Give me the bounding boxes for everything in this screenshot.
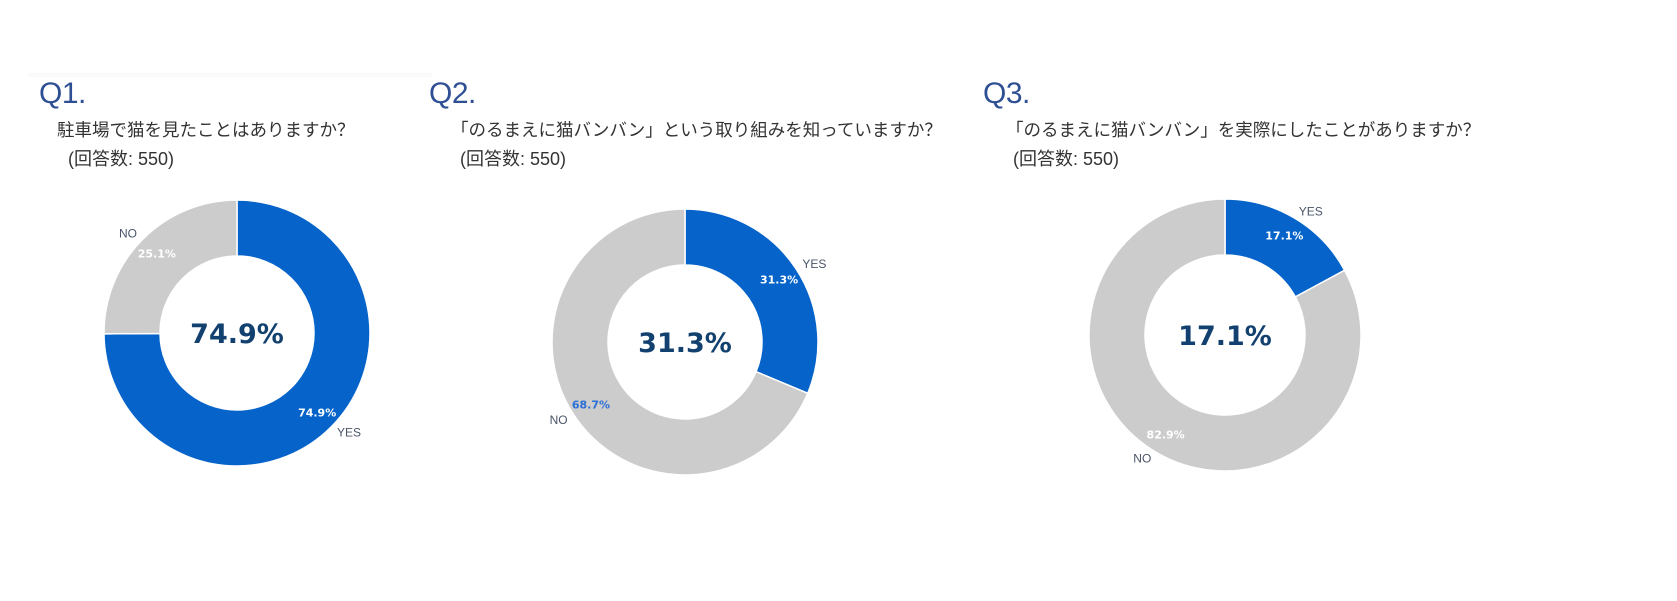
no-category-label: NO (119, 227, 137, 241)
question-text: 「のるまえに猫バンバン」を実際にしたことがありますか？ (1006, 121, 1481, 141)
yes-percentage-label: 17.1% (1265, 229, 1303, 242)
no-slice (551, 208, 809, 476)
question-text: 駐車場で猫を見たことはありますか？ (57, 121, 355, 141)
no-percentage-label: 25.1% (138, 247, 176, 260)
header-divider (28, 73, 432, 77)
question-number: Q1. (39, 77, 86, 110)
yes-category-label: YES (337, 425, 361, 439)
no-slice (1088, 198, 1362, 472)
question-text: 「のるまえに猫バンバン」という取り組みを知っていますか？ (451, 121, 942, 141)
yes-percentage-label: 31.3% (760, 273, 798, 286)
yes-slice (684, 208, 819, 395)
no-percentage-label: 68.7% (572, 399, 610, 412)
response-count: (回答数: 550) (1013, 149, 1120, 169)
no-category-label: NO (1133, 452, 1151, 466)
response-count: (回答数: 550) (68, 149, 175, 169)
yes-category-label: YES (802, 257, 826, 271)
response-count: (回答数: 550) (460, 149, 567, 169)
no-category-label: NO (550, 413, 568, 427)
yes-slice (103, 199, 371, 467)
question-number: Q2. (429, 77, 476, 110)
yes-percentage-label: 74.9% (298, 407, 336, 420)
yes-category-label: YES (1299, 204, 1323, 218)
center-percentage: 17.1% (1178, 321, 1272, 352)
question-number: Q3. (983, 77, 1030, 110)
no-percentage-label: 82.9% (1147, 429, 1185, 442)
center-percentage: 74.9% (190, 319, 284, 350)
center-percentage: 31.3% (638, 328, 732, 359)
no-slice (103, 199, 238, 335)
